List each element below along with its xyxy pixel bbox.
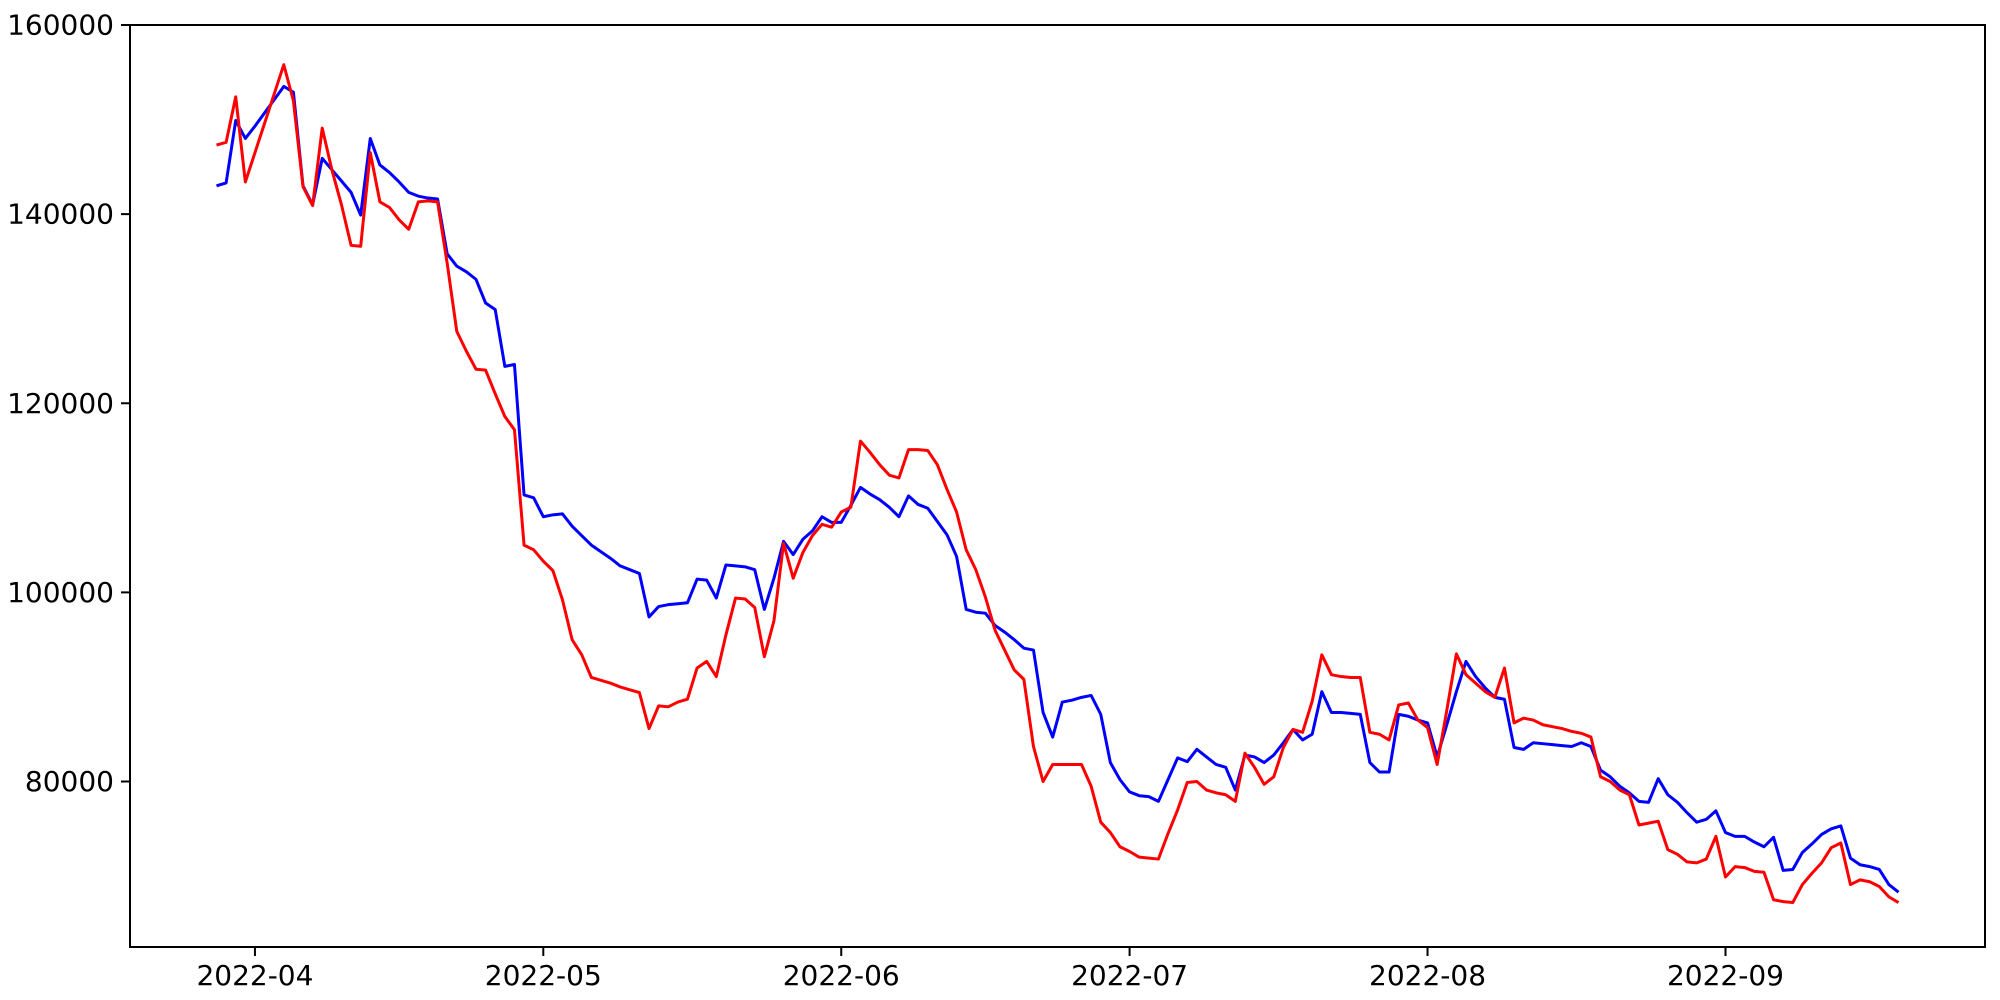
series-red-line bbox=[216, 63, 1900, 905]
series-blue-line bbox=[216, 84, 1900, 894]
y-tick-label: 160000 bbox=[7, 9, 114, 42]
x-tick-label: 2022-06 bbox=[783, 959, 900, 992]
x-tick-label: 2022-08 bbox=[1369, 959, 1486, 992]
y-tick-label: 80000 bbox=[25, 765, 114, 798]
y-tick-label: 100000 bbox=[7, 576, 114, 609]
x-tick-label: 2022-09 bbox=[1667, 959, 1784, 992]
x-tick-label: 2022-04 bbox=[196, 959, 313, 992]
y-tick-label: 140000 bbox=[7, 198, 114, 231]
x-tick-label: 2022-07 bbox=[1071, 959, 1188, 992]
y-tick-label: 120000 bbox=[7, 387, 114, 420]
x-tick-label: 2022-05 bbox=[485, 959, 602, 992]
axes-spines bbox=[129, 24, 1986, 948]
